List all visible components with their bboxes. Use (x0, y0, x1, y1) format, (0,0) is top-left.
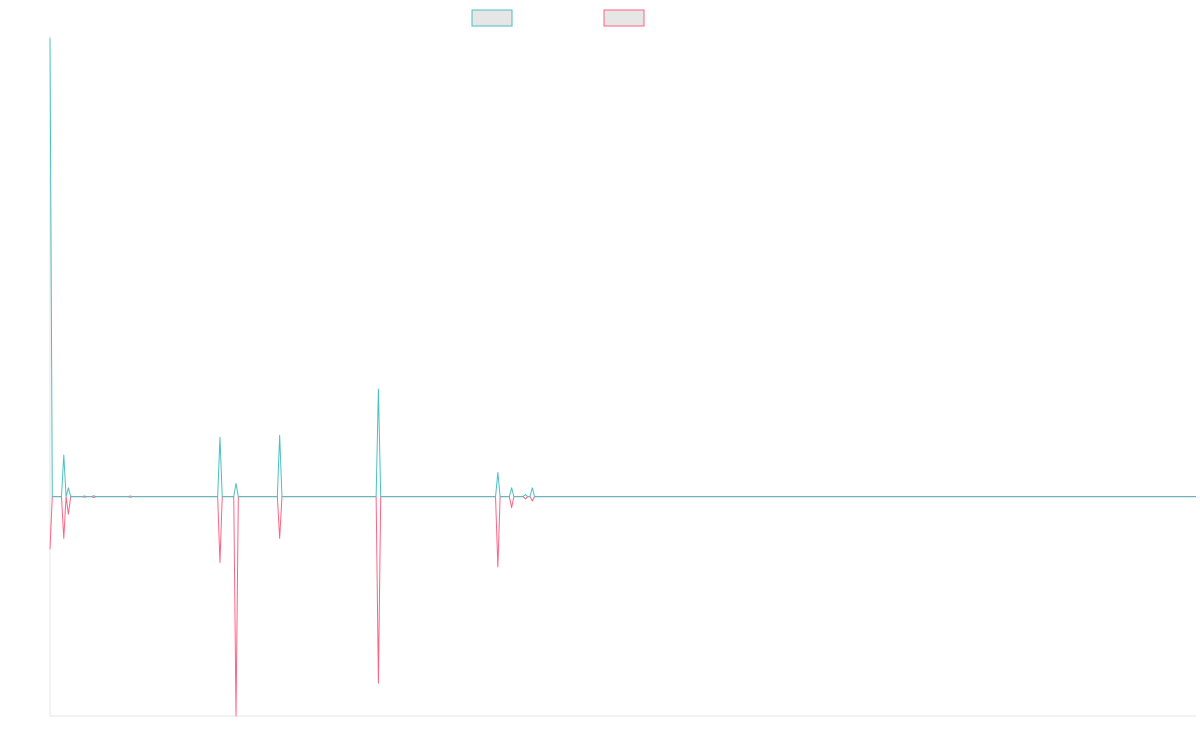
series-layer (49, 38, 1196, 717)
legend (471, 9, 645, 27)
axes (49, 36, 1196, 717)
legend-swatch-series-a[interactable] (471, 9, 513, 27)
series-line-a (49, 38, 1196, 498)
series-line-b (49, 496, 1196, 717)
legend-swatch-series-b[interactable] (603, 9, 645, 27)
